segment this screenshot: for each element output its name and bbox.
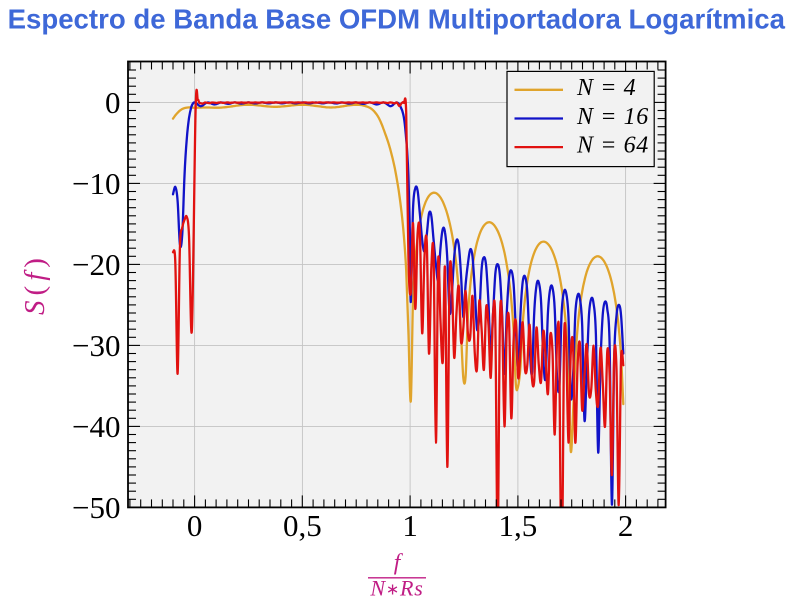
svg-text:1: 1 [402,508,418,543]
svg-text:0: 0 [105,85,121,120]
svg-text:f: f [394,550,404,576]
svg-text:Espectro de Banda Base OFDM Mu: Espectro de Banda Base OFDM Multiportado… [8,4,786,35]
svg-text:−20: −20 [72,247,120,282]
svg-text:−10: −10 [72,166,120,201]
svg-text:0,5: 0,5 [283,508,322,543]
svg-text:1,5: 1,5 [499,508,538,543]
svg-text:N = 64: N = 64 [576,133,649,159]
svg-text:S(f): S(f) [19,253,51,315]
svg-text:N = 16: N = 16 [576,104,649,130]
svg-text:N∗Rs: N∗Rs [369,575,423,600]
svg-text:N = 4: N = 4 [576,75,636,101]
svg-text:−30: −30 [72,328,120,363]
svg-text:0: 0 [187,508,203,543]
svg-text:−40: −40 [72,409,120,444]
svg-text:2: 2 [618,508,634,543]
svg-text:−50: −50 [72,490,120,525]
